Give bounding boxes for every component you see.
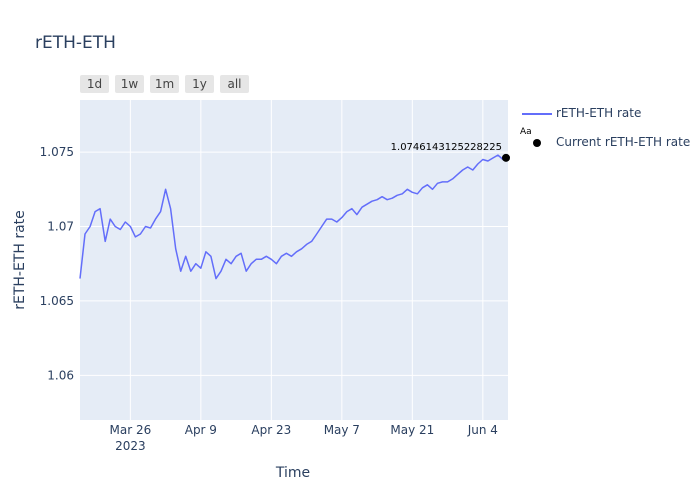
legend-text-indicator: Aa: [520, 127, 532, 137]
current-rate-label: 1.0746143125228225: [391, 142, 502, 153]
range-button-1w[interactable]: 1w: [115, 75, 144, 93]
x-tick-label: May 7: [324, 423, 360, 437]
x-tick-label: May 21: [390, 423, 434, 437]
legend-marker-swatch: [533, 139, 541, 147]
gridlines: [80, 100, 508, 420]
y-tick-label: 1.065: [40, 294, 74, 308]
range-button-1y[interactable]: 1y: [185, 75, 214, 93]
plot-area[interactable]: [80, 100, 508, 420]
x-tick-label: Mar 26: [109, 423, 151, 437]
current-rate-marker: [502, 153, 510, 162]
x-tick-label: Apr 23: [251, 423, 291, 437]
series-group: 1.0746143125228225: [79, 142, 510, 280]
y-tick-labels: 1.06 1.065 1.07 1.075: [40, 145, 74, 382]
series-line-reth-eth-rate: [79, 154, 509, 280]
legend-label: rETH-ETH rate: [556, 106, 642, 120]
legend-line-swatch: [522, 113, 552, 115]
chart-title: rETH-ETH: [35, 33, 116, 53]
range-button-1d[interactable]: 1d: [80, 75, 109, 93]
legend-label: Current rETH-ETH rate: [556, 135, 691, 149]
x-tick-label: 2023: [115, 439, 146, 453]
range-button-all[interactable]: all: [220, 75, 249, 93]
y-tick-label: 1.075: [40, 145, 74, 159]
x-axis-title: Time: [275, 465, 310, 481]
x-tick-label: Jun 4: [467, 423, 498, 437]
y-axis-title: rETH-ETH rate: [12, 210, 28, 310]
x-tick-label: Apr 9: [185, 423, 217, 437]
range-button-1m[interactable]: 1m: [150, 75, 179, 93]
y-tick-label: 1.06: [47, 368, 74, 382]
y-tick-label: 1.07: [47, 220, 74, 234]
x-tick-labels: Mar 26 2023 Apr 9 Apr 23 May 7 May 21 Jun 4: [109, 423, 497, 453]
